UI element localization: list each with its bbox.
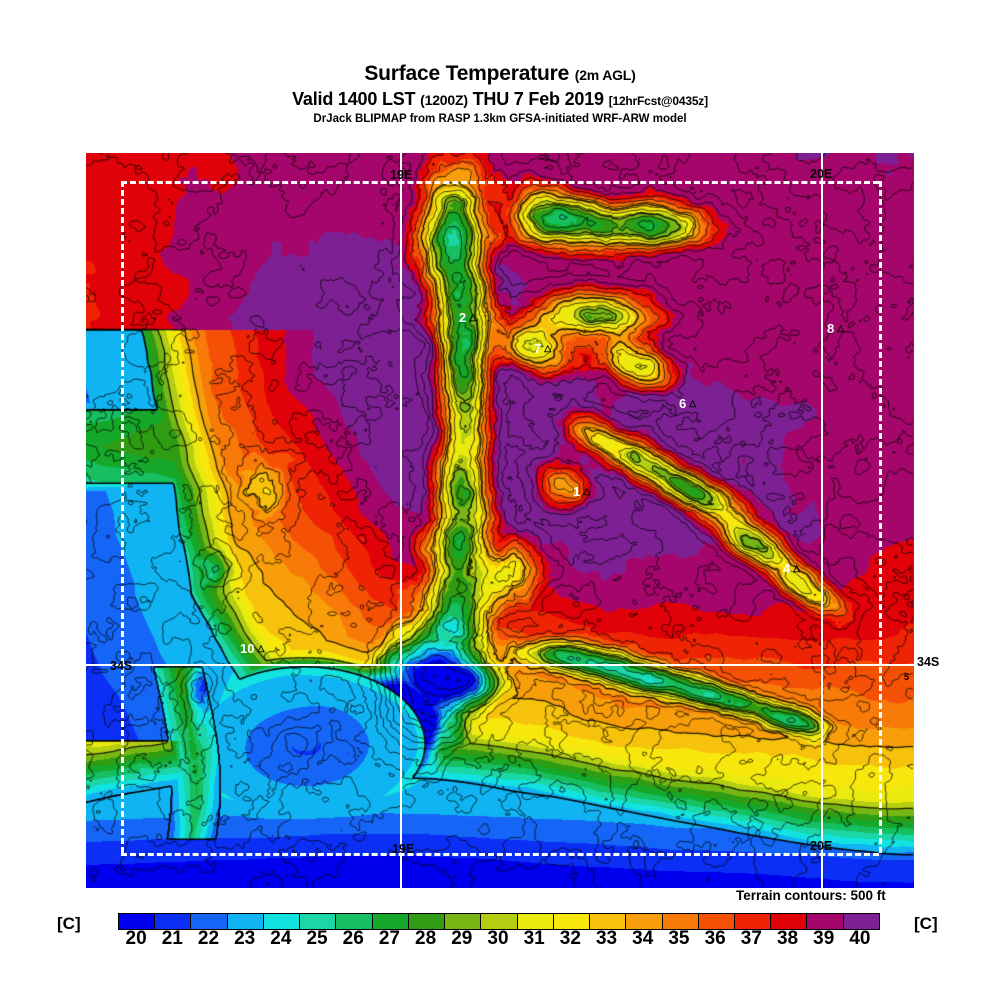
gridline-label-19E-bottom: 19E bbox=[392, 842, 415, 856]
colorbar-tick-32: 32 bbox=[559, 928, 581, 949]
gridline-label-20E-bottom: 20E bbox=[810, 839, 833, 853]
site-marker-label: 1 bbox=[573, 484, 581, 499]
valid-lst: Valid 1400 LST bbox=[292, 89, 416, 109]
forecast-tag: [12hrFcst@0435z] bbox=[608, 94, 708, 108]
triangle-icon: △ bbox=[793, 563, 801, 573]
colorbar-swatch-32 bbox=[553, 914, 591, 929]
temperature-map[interactable]: 1 △ 2 △ 4 △ 6 △ 7 △ 8 △ 10 △ bbox=[86, 153, 914, 888]
colorbar-swatch-34 bbox=[626, 914, 663, 929]
colorbar-tick-40: 40 bbox=[849, 928, 871, 949]
domain-box-top bbox=[121, 181, 879, 184]
triangle-icon: △ bbox=[469, 312, 477, 322]
colorbar-tick-33: 33 bbox=[595, 928, 618, 949]
title-main: Surface Temperature bbox=[364, 62, 570, 85]
site-marker-10[interactable]: 10 △ bbox=[240, 642, 264, 655]
colorbar-tick-35: 35 bbox=[668, 928, 690, 949]
colorbar-tick-24: 24 bbox=[270, 928, 292, 949]
gridline-lon-20E bbox=[821, 153, 823, 888]
terrain-contour-note: Terrain contours: 500 ft bbox=[736, 888, 886, 903]
colorbar-tick-23: 23 bbox=[234, 928, 256, 949]
colorbar-swatch-39 bbox=[807, 914, 844, 929]
colorbar-tick-38: 38 bbox=[776, 928, 799, 949]
site-marker-6[interactable]: 6 △ bbox=[679, 397, 696, 410]
model-source-line: DrJack BLIPMAP from RASP 1.3km GFSA-init… bbox=[313, 113, 687, 125]
colorbar-swatch-30 bbox=[481, 914, 518, 929]
colorbar-tick-labels: 20 21 22 23 24 25 26 27 28 29 30 31 32 33 34 35 36 37 38 39… bbox=[118, 928, 878, 952]
lat-label-right-tick: 5 bbox=[904, 672, 910, 682]
colorbar-swatch-24 bbox=[263, 914, 301, 929]
valid-time-line: Valid 1400 LST (1200Z) THU 7 Feb 2019 [1… bbox=[0, 89, 1000, 110]
colorbar-tick-25: 25 bbox=[306, 928, 328, 949]
colorbar-tick-21: 21 bbox=[161, 928, 183, 949]
colorbar-swatch-29 bbox=[445, 914, 482, 929]
colorbar-tick-30: 30 bbox=[487, 928, 509, 949]
triangle-icon: △ bbox=[544, 343, 552, 353]
domain-box-right bbox=[879, 181, 882, 853]
colorbar-tick-27: 27 bbox=[378, 928, 400, 949]
colorbar-swatch-37 bbox=[734, 914, 772, 929]
triangle-icon: △ bbox=[689, 398, 697, 408]
colorbar-swatch-36 bbox=[698, 914, 735, 929]
site-marker-2[interactable]: 2 △ bbox=[459, 311, 476, 324]
colorbar-swatch-38 bbox=[771, 914, 808, 929]
chart-title-block: Surface Temperature (2m AGL) Valid 1400 … bbox=[0, 62, 1000, 125]
colorbar-unit-right: [C] bbox=[914, 914, 938, 933]
site-marker-label: 2 bbox=[459, 310, 467, 325]
colorbar-tick-20: 20 bbox=[125, 928, 147, 949]
colorbar-swatch-27 bbox=[372, 914, 409, 929]
site-marker-label: 8 bbox=[827, 321, 835, 336]
site-marker-4[interactable]: 4 △ bbox=[783, 562, 800, 575]
colorbar-tick-36: 36 bbox=[704, 928, 726, 949]
site-marker-label: 10 bbox=[240, 641, 255, 656]
triangle-icon: △ bbox=[583, 486, 591, 496]
lat-label-left: 34S bbox=[110, 659, 133, 673]
site-marker-1[interactable]: 1 △ bbox=[573, 485, 590, 498]
colorbar-swatch-23 bbox=[227, 914, 264, 929]
title-suffix: (2m AGL) bbox=[574, 67, 636, 83]
colorbar-swatch-21 bbox=[155, 914, 192, 929]
site-marker-8[interactable]: 8 △ bbox=[827, 322, 844, 335]
page-title: Surface Temperature (2m AGL) bbox=[0, 62, 1000, 86]
gridline-lon-19E bbox=[400, 153, 402, 888]
triangle-icon: △ bbox=[257, 643, 265, 653]
colorbar-swatch-22 bbox=[191, 914, 228, 929]
gridline-lat-34S bbox=[86, 664, 914, 666]
colorbar-swatch-28 bbox=[408, 914, 446, 929]
colorbar-tick-39: 39 bbox=[813, 928, 835, 949]
colorbar-tick-37: 37 bbox=[740, 928, 762, 949]
colorbar-swatch-20 bbox=[119, 914, 156, 929]
colorbar-swatch-40 bbox=[843, 914, 879, 929]
valid-utc: (1200Z) bbox=[420, 92, 468, 108]
lat-label-right: 34S bbox=[917, 655, 940, 669]
colorbar[interactable] bbox=[118, 913, 880, 930]
colorbar-swatch-33 bbox=[590, 914, 627, 929]
colorbar-tick-26: 26 bbox=[342, 928, 364, 949]
site-marker-label: 7 bbox=[534, 341, 542, 356]
colorbar-swatch-25 bbox=[300, 914, 337, 929]
colorbar-unit-left: [C] bbox=[57, 914, 81, 933]
colorbar-tick-31: 31 bbox=[523, 928, 545, 949]
colorbar-tick-22: 22 bbox=[197, 928, 220, 949]
site-marker-label: 4 bbox=[783, 561, 791, 576]
colorbar-swatch-31 bbox=[517, 914, 554, 929]
site-marker-label: 6 bbox=[679, 396, 687, 411]
colorbar-swatch-26 bbox=[336, 914, 373, 929]
colorbar-tick-28: 28 bbox=[415, 928, 437, 949]
colorbar-tick-29: 29 bbox=[451, 928, 473, 949]
triangle-icon: △ bbox=[837, 323, 845, 333]
colorbar-swatch-35 bbox=[662, 914, 699, 929]
valid-date: THU 7 Feb 2019 bbox=[472, 89, 604, 109]
site-marker-7[interactable]: 7 △ bbox=[534, 342, 551, 355]
temperature-field-canvas bbox=[86, 153, 914, 888]
domain-box-left bbox=[121, 181, 124, 853]
colorbar-tick-34: 34 bbox=[632, 928, 654, 949]
gridline-label-20E-top: 20E bbox=[810, 167, 833, 181]
gridline-label-19E-top: 19E bbox=[390, 168, 413, 182]
domain-box-bottom bbox=[121, 853, 879, 856]
